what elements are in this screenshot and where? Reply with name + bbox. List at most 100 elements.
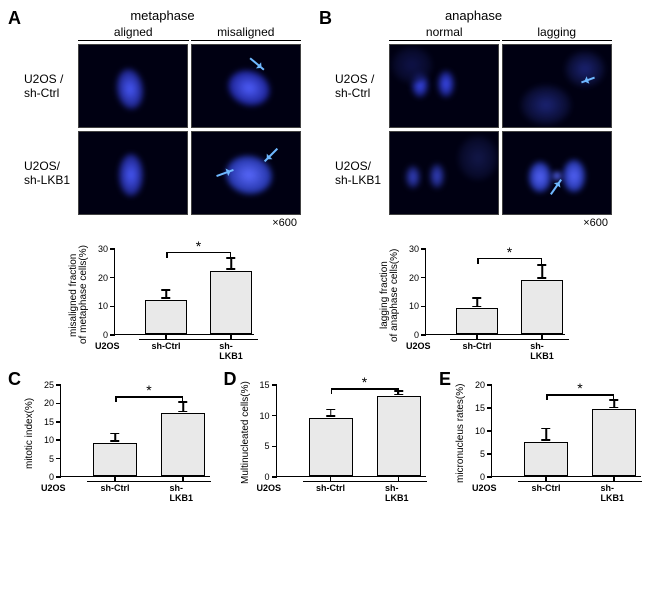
bar-label: sh-LKB1	[601, 483, 628, 503]
ytick-label: 5	[480, 449, 485, 459]
ytick-label: 20	[409, 273, 419, 283]
panel-b-chart: lagging fraction of anaphase cells(%) 01…	[379, 235, 612, 355]
panel-a-ylabel: misaligned fraction of metaphase cells(%…	[68, 235, 90, 355]
panel-a-row1-label: U2OS / sh-Ctrl	[24, 72, 78, 101]
panel-b-label: B	[319, 8, 333, 229]
micrograph-b-lagging-ctrl	[502, 44, 612, 128]
bar-label: sh-LKB1	[170, 483, 197, 503]
ytick-label: 10	[98, 301, 108, 311]
panel-c: C mitotic index(%) 0510152025sh-Ctrlsh-L…	[8, 369, 214, 497]
ytick-label: 0	[264, 472, 269, 482]
bar	[309, 418, 353, 476]
micrograph-a-aligned-lkb1	[78, 131, 188, 215]
panel-a-label: A	[8, 8, 22, 229]
micrograph-a-misaligned-ctrl	[191, 44, 301, 128]
significance-star: *	[507, 244, 512, 260]
panel-e-label: E	[439, 369, 453, 497]
arrow-icon	[550, 179, 562, 195]
panel-b-col2: lagging	[502, 25, 613, 41]
ytick-label: 20	[475, 380, 485, 390]
plot-area: 05101520sh-Ctrlsh-LKB1U2OS*	[491, 385, 641, 477]
bar-label: sh-LKB1	[219, 341, 243, 361]
bar-label: sh-Ctrl	[152, 341, 181, 351]
top-row: A metaphase aligned misaligned U2OS / sh…	[8, 8, 645, 355]
error-bar	[330, 409, 332, 417]
panel-b-title: anaphase	[335, 8, 612, 23]
bar	[161, 413, 205, 476]
micrograph-b-normal-lkb1	[389, 131, 499, 215]
ytick-label: 20	[44, 398, 54, 408]
ytick-label: 15	[259, 380, 269, 390]
bar-label: sh-Ctrl	[101, 483, 130, 493]
error-bar	[541, 264, 543, 278]
ytick-label: 0	[480, 472, 485, 482]
significance-star: *	[196, 238, 201, 254]
significance-star: *	[146, 382, 151, 398]
significance-star: *	[577, 380, 582, 396]
panel-b-images: U2OS / sh-Ctrl	[335, 41, 612, 215]
plot-area: 0102030sh-Ctrlsh-LKB1U2OS*	[425, 249, 565, 335]
panel-a-row2-label: U2OS/ sh-LKB1	[24, 159, 78, 188]
error-bar	[165, 289, 167, 298]
panel-e-chart: 05101520sh-Ctrlsh-LKB1U2OS*	[467, 369, 645, 497]
panel-b-col-headers: normal lagging	[389, 25, 612, 41]
ytick-label: 0	[414, 330, 419, 340]
panel-b: B anaphase normal lagging U2OS / sh-Ctrl	[319, 8, 612, 355]
bar	[377, 396, 421, 476]
group-label: U2OS	[406, 341, 431, 351]
panel-c-chart: 0510152025sh-Ctrlsh-LKB1U2OS*	[36, 369, 214, 497]
panel-a-title: metaphase	[24, 8, 301, 23]
bar-label: sh-LKB1	[385, 483, 412, 503]
error-bar	[476, 297, 478, 307]
ytick-label: 20	[98, 273, 108, 283]
ytick-label: 10	[475, 426, 485, 436]
plot-area: 0102030sh-Ctrlsh-LKB1U2OS*	[114, 249, 254, 335]
bar	[145, 300, 187, 334]
panel-a-magnification: ×600	[24, 217, 301, 229]
bar	[524, 442, 568, 477]
bar-label: sh-Ctrl	[532, 483, 561, 493]
ytick-label: 0	[103, 330, 108, 340]
ytick-label: 30	[409, 244, 419, 254]
bar-label: sh-LKB1	[530, 341, 554, 361]
bottom-row: C mitotic index(%) 0510152025sh-Ctrlsh-L…	[8, 369, 645, 497]
panel-b-row2-label: U2OS/ sh-LKB1	[335, 159, 389, 188]
panel-a-chart: misaligned fraction of metaphase cells(%…	[68, 235, 301, 355]
bar	[210, 271, 252, 334]
panel-b-magnification: ×600	[335, 217, 612, 229]
bar-label: sh-Ctrl	[463, 341, 492, 351]
bar	[521, 280, 563, 334]
micrograph-b-normal-ctrl	[389, 44, 499, 128]
ytick-label: 25	[44, 380, 54, 390]
panel-d: D Multinucleated cells(%) 051015sh-Ctrls…	[224, 369, 430, 497]
panel-a-col-headers: aligned misaligned	[78, 25, 301, 41]
ytick-label: 30	[98, 244, 108, 254]
panel-e-ylabel: micronucleus rates(%)	[455, 369, 467, 497]
panel-a-col1: aligned	[78, 25, 189, 41]
group-label: U2OS	[95, 341, 120, 351]
plot-area: 0510152025sh-Ctrlsh-LKB1U2OS*	[60, 385, 210, 477]
panel-b-ylabel: lagging fraction of anaphase cells(%)	[379, 235, 401, 355]
ytick-label: 15	[475, 403, 485, 413]
bar-label: sh-Ctrl	[316, 483, 345, 493]
ytick-label: 10	[259, 411, 269, 421]
ytick-label: 10	[44, 435, 54, 445]
panel-c-ylabel: mitotic index(%)	[24, 369, 36, 497]
plot-area: 051015sh-Ctrlsh-LKB1U2OS*	[276, 385, 426, 477]
error-bar	[545, 428, 547, 441]
panel-d-chart: 051015sh-Ctrlsh-LKB1U2OS*	[252, 369, 430, 497]
panel-b-col1: normal	[389, 25, 500, 41]
arrow-icon	[264, 148, 278, 162]
bar	[93, 443, 137, 476]
bar	[592, 409, 636, 476]
arrow-icon	[249, 57, 264, 70]
error-bar	[114, 433, 116, 442]
panel-a: A metaphase aligned misaligned U2OS / sh…	[8, 8, 301, 355]
ytick-label: 10	[409, 301, 419, 311]
bar	[456, 308, 498, 334]
panel-a-images: U2OS / sh-Ctrl U2OS/ sh-LKB1	[24, 41, 301, 215]
group-label: U2OS	[257, 483, 282, 493]
figure: A metaphase aligned misaligned U2OS / sh…	[8, 8, 645, 497]
micrograph-b-lagging-lkb1	[502, 131, 612, 215]
micrograph-a-misaligned-lkb1	[191, 131, 301, 215]
